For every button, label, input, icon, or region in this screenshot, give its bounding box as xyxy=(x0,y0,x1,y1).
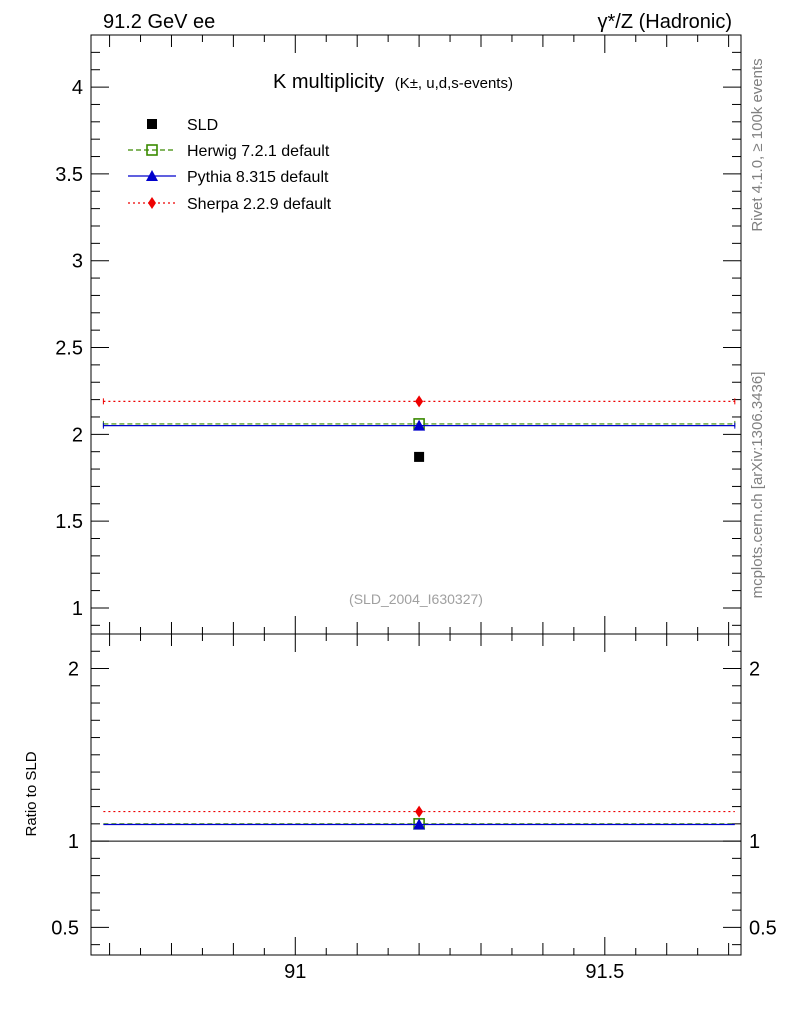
legend-marker xyxy=(148,197,156,209)
ratio-panel-frame xyxy=(90,633,742,956)
ratio-y-tick-label-right: 2 xyxy=(749,659,760,681)
ratio-y-tick-label-right: 0.5 xyxy=(749,917,777,939)
y-tick-label: 2 xyxy=(72,424,83,446)
ratio-y-tick-label: 1 xyxy=(68,831,79,853)
legend-marker xyxy=(146,170,158,181)
legend-label: Sherpa 2.2.9 default xyxy=(187,196,332,213)
y-tick-label: 4 xyxy=(72,77,83,99)
ratio-axis-ticks: 91 91.5 0.5 0.5 1 1 2 2 xyxy=(51,633,777,983)
legend-marker xyxy=(146,144,158,156)
legend-marker xyxy=(147,119,157,129)
chart-title-suffix: (K±, u,d,s-events) xyxy=(395,75,513,92)
ratio-marker-pythia xyxy=(413,818,426,830)
ratio-y-tick-label: 2 xyxy=(68,659,79,681)
legend-label: SLD xyxy=(187,117,218,134)
y-tick-label: 2.5 xyxy=(55,338,83,360)
x-tick-label: 91 xyxy=(284,961,306,983)
y-tick-label: 3.5 xyxy=(55,164,83,186)
ratio-y-tick-label: 0.5 xyxy=(51,917,79,939)
main-series-marks xyxy=(102,395,736,462)
main-axis-ticks: 1 1.5 2 2.5 3 3.5 4 xyxy=(55,34,741,634)
series-marker-sherpa xyxy=(415,395,424,408)
chart-title: K multiplicity (K±, u,d,s-events) xyxy=(273,71,513,93)
legend-label: Pythia 8.315 default xyxy=(187,169,329,186)
ratio-y-tick-label-right: 1 xyxy=(749,831,760,853)
y-tick-label: 1 xyxy=(72,598,83,620)
header-left: 91.2 GeV ee xyxy=(103,11,215,33)
rivet-label: Rivet 4.1.0, ≥ 100k events xyxy=(749,58,766,231)
legend: SLD Herwig 7.2.1 default Pythia 8.315 defa… xyxy=(128,117,332,213)
analysis-watermark: (SLD_2004_I630327) xyxy=(349,591,483,607)
ratio-marker-sherpa xyxy=(415,805,424,818)
y-tick-label: 3 xyxy=(72,251,83,273)
legend-label: Herwig 7.2.1 default xyxy=(187,143,330,160)
data-point-sld xyxy=(414,451,425,462)
series-marker-pythia xyxy=(413,419,426,431)
x-tick-label: 91.5 xyxy=(585,961,624,983)
header-right: γ*/Z (Hadronic) xyxy=(598,11,732,33)
mcplots-label: mcplots.cern.ch [arXiv:1306.3436] xyxy=(749,372,766,599)
ratio-series-marks xyxy=(91,805,741,842)
chart-title-main: K multiplicity xyxy=(273,71,384,93)
ratio-ylabel: Ratio to SLD xyxy=(23,751,40,836)
y-tick-label: 1.5 xyxy=(55,511,83,533)
